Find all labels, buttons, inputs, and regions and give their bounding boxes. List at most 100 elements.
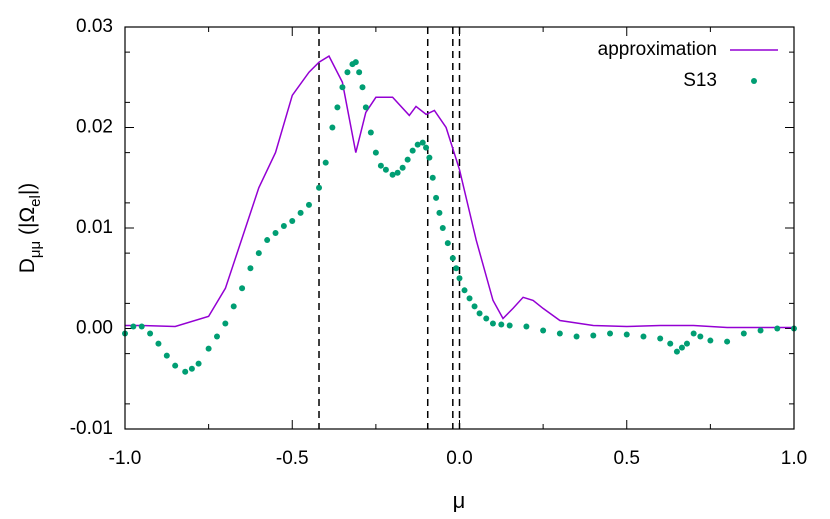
x-tick-label: 0.0 — [446, 448, 472, 469]
y-tick-label: 0.01 — [76, 217, 113, 238]
data-point — [556, 330, 563, 337]
data-point — [697, 333, 704, 340]
data-point — [724, 338, 731, 345]
data-point — [444, 240, 451, 247]
data-point — [334, 104, 341, 111]
series-line — [125, 55, 794, 329]
y-tick-label: 0.02 — [76, 117, 113, 138]
y-axis-label-part: |) — [16, 183, 39, 195]
data-point — [483, 315, 490, 322]
legend-swatch — [751, 78, 757, 84]
data-point — [540, 327, 547, 334]
data-point — [667, 340, 674, 347]
data-point — [774, 325, 781, 332]
data-point — [377, 162, 384, 169]
data-point — [690, 330, 697, 337]
x-tick-label: -0.5 — [276, 448, 309, 469]
data-point — [476, 310, 483, 317]
data-point — [182, 368, 189, 375]
data-point — [740, 330, 747, 337]
data-point — [657, 335, 664, 342]
data-point — [264, 237, 271, 244]
data-point — [404, 156, 411, 163]
legend-label: approximation — [598, 39, 717, 60]
data-point — [155, 340, 162, 347]
data-point — [623, 331, 630, 338]
data-point — [356, 69, 363, 76]
x-tick-label: 0.5 — [614, 448, 640, 469]
y-tick-label: 0.00 — [76, 318, 113, 339]
data-point — [130, 323, 137, 330]
data-point — [433, 194, 440, 201]
data-point — [523, 323, 530, 330]
data-point — [272, 230, 279, 237]
data-point — [426, 154, 433, 161]
data-point — [172, 362, 179, 369]
data-point — [362, 104, 369, 111]
data-point — [359, 84, 366, 91]
data-point — [506, 322, 513, 329]
y-axis-label-part: μμ — [27, 241, 44, 258]
data-point — [322, 159, 329, 166]
data-point — [489, 320, 496, 327]
y-axis-label-part: el — [27, 195, 44, 207]
y-tick-label: -0.01 — [70, 418, 113, 439]
data-point — [707, 337, 714, 344]
data-point — [683, 340, 690, 347]
data-point — [344, 69, 351, 76]
data-point — [439, 225, 446, 231]
data-point — [466, 295, 473, 302]
data-point — [372, 149, 379, 156]
data-point — [329, 124, 336, 131]
data-point — [461, 287, 468, 294]
data-point — [394, 169, 401, 176]
data-point — [436, 209, 443, 216]
data-point — [138, 323, 145, 330]
data-point — [414, 141, 421, 148]
data-point — [147, 330, 154, 337]
data-point — [230, 303, 237, 310]
data-point — [367, 129, 374, 136]
x-axis-label: μ — [453, 488, 466, 513]
legend-label: S13 — [683, 70, 717, 91]
data-point — [352, 59, 359, 66]
data-point — [471, 303, 478, 310]
data-point — [280, 222, 287, 229]
x-tick-label: -1.0 — [109, 448, 142, 469]
data-point — [163, 352, 170, 359]
y-tick-label: 0.03 — [76, 16, 113, 37]
data-point — [409, 147, 416, 154]
data-point — [205, 345, 212, 352]
data-point — [678, 344, 685, 351]
data-point — [297, 209, 304, 216]
data-point — [399, 164, 406, 171]
data-point — [239, 285, 246, 292]
data-point — [222, 320, 229, 327]
data-point — [247, 265, 254, 272]
data-point — [453, 265, 460, 272]
y-axis-label: Dμμ (|Ωel|) — [16, 183, 45, 274]
data-point — [213, 333, 220, 340]
data-point — [389, 171, 396, 178]
plot-frame — [124, 26, 795, 430]
data-point — [423, 144, 430, 151]
data-point — [305, 201, 312, 208]
data-point — [590, 332, 597, 339]
data-point — [456, 275, 463, 282]
data-point — [607, 330, 614, 337]
data-point — [429, 174, 436, 181]
data-point — [255, 250, 262, 257]
data-point — [419, 139, 426, 146]
data-point — [339, 84, 346, 91]
data-point — [673, 348, 680, 355]
data-point — [316, 184, 323, 191]
data-point — [449, 255, 456, 262]
y-axis-label-part: D — [16, 258, 39, 273]
x-tick-label: 1.0 — [781, 448, 807, 469]
data-point — [757, 327, 764, 334]
data-point — [382, 166, 389, 173]
data-point — [195, 360, 202, 367]
data-point — [498, 321, 505, 328]
data-point — [573, 333, 580, 340]
